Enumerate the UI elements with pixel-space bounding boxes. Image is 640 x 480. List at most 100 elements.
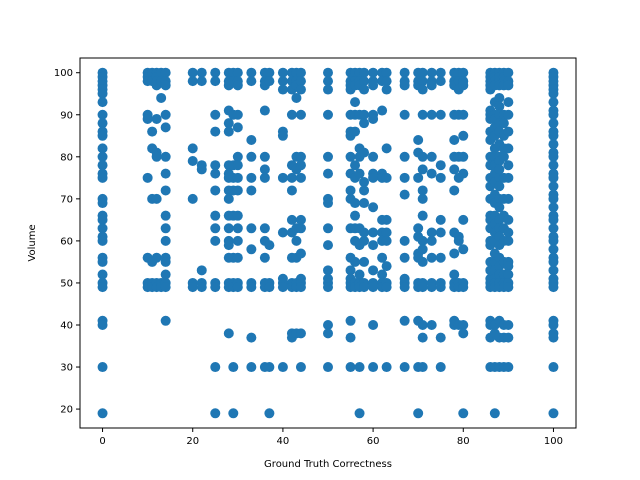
scatter-point (277, 227, 288, 238)
scatter-point (426, 109, 437, 120)
scatter-point (417, 109, 428, 120)
scatter-point (350, 97, 361, 108)
scatter-point (417, 282, 428, 293)
scatter-point (435, 109, 446, 120)
scatter-point (381, 84, 392, 95)
scatter-point (196, 76, 207, 87)
scatter-point (458, 168, 469, 179)
scatter-point (232, 223, 243, 234)
scatter-point (223, 328, 234, 339)
scatter-point (97, 118, 108, 129)
scatter-point (359, 76, 370, 87)
scatter-point (368, 265, 379, 276)
scatter-point (426, 227, 437, 238)
scatter-point (323, 265, 333, 276)
scatter-point (359, 282, 370, 293)
scatter-point (359, 256, 370, 267)
scatter-point (548, 151, 559, 162)
scatter-point (548, 109, 559, 120)
scatter-point (232, 151, 243, 162)
scatter-point (548, 97, 559, 108)
scatter-point (232, 80, 243, 91)
scatter-point (413, 172, 424, 183)
scatter-point (458, 282, 469, 293)
scatter-point (259, 151, 270, 162)
scatter-point (295, 84, 306, 95)
scatter-point (503, 67, 514, 78)
x-tick-label: 20 (186, 436, 199, 447)
scatter-point (295, 223, 306, 234)
scatter-point (435, 362, 446, 373)
scatter-point (359, 198, 370, 209)
scatter-point (277, 282, 288, 293)
x-tick-label: 0 (99, 436, 105, 447)
scatter-point (489, 408, 500, 419)
scatter-point (291, 235, 302, 246)
scatter-point (187, 156, 198, 167)
scatter-point (295, 76, 306, 87)
scatter-point (381, 172, 392, 183)
scatter-point (295, 172, 306, 183)
y-tick-label: 80 (60, 152, 73, 163)
scatter-point (160, 235, 171, 246)
scatter-point (160, 223, 171, 234)
scatter-point (232, 160, 243, 171)
scatter-point (232, 172, 243, 183)
scatter-point (548, 139, 559, 150)
scatter-point (413, 223, 424, 234)
y-tick-label: 60 (60, 236, 73, 247)
scatter-point (160, 109, 171, 120)
scatter-point (142, 172, 153, 183)
scatter-point (503, 143, 514, 154)
scatter-point (503, 193, 514, 204)
scatter-point (323, 198, 333, 209)
scatter-point (503, 227, 514, 238)
scatter-point (368, 282, 379, 293)
scatter-point (381, 214, 392, 225)
scatter-point (417, 244, 428, 255)
scatter-point (97, 408, 108, 419)
scatter-point (417, 84, 428, 95)
scatter-point (259, 252, 270, 263)
scatter-point (381, 261, 392, 272)
scatter-point (548, 319, 559, 330)
scatter-point (503, 214, 514, 225)
scatter-point (223, 126, 234, 137)
scatter-point (210, 126, 221, 137)
scatter-point (187, 193, 198, 204)
scatter-point (359, 67, 370, 78)
scatter-point (435, 76, 446, 87)
scatter-point (264, 408, 275, 419)
scatter-point (156, 92, 167, 103)
scatter-point (323, 362, 333, 373)
scatter-point (97, 269, 108, 280)
scatter-point (246, 134, 257, 145)
scatter-point (323, 168, 333, 179)
scatter-point (449, 248, 460, 259)
scatter-point (246, 67, 257, 78)
scatter-point (435, 172, 446, 183)
scatter-point (160, 80, 171, 91)
scatter-point (97, 143, 108, 154)
scatter-point (147, 126, 158, 137)
y-tick-label: 50 (60, 278, 73, 289)
scatter-point (368, 362, 379, 373)
scatter-point (97, 130, 108, 141)
scatter-point (259, 164, 270, 175)
scatter-point (494, 202, 505, 213)
scatter-point (160, 67, 171, 78)
scatter-point (345, 332, 356, 343)
scatter-point (368, 227, 379, 238)
scatter-point (417, 151, 428, 162)
scatter-point (548, 214, 559, 225)
scatter-point (435, 252, 446, 263)
scatter-point (323, 84, 333, 95)
scatter-point (399, 252, 410, 263)
y-tick-label: 30 (60, 363, 73, 374)
scatter-point (277, 362, 288, 373)
scatter-point (160, 185, 171, 196)
y-tick-label: 70 (60, 194, 73, 205)
scatter-point (277, 67, 288, 78)
scatter-point (399, 282, 410, 293)
scatter-point (548, 282, 559, 293)
